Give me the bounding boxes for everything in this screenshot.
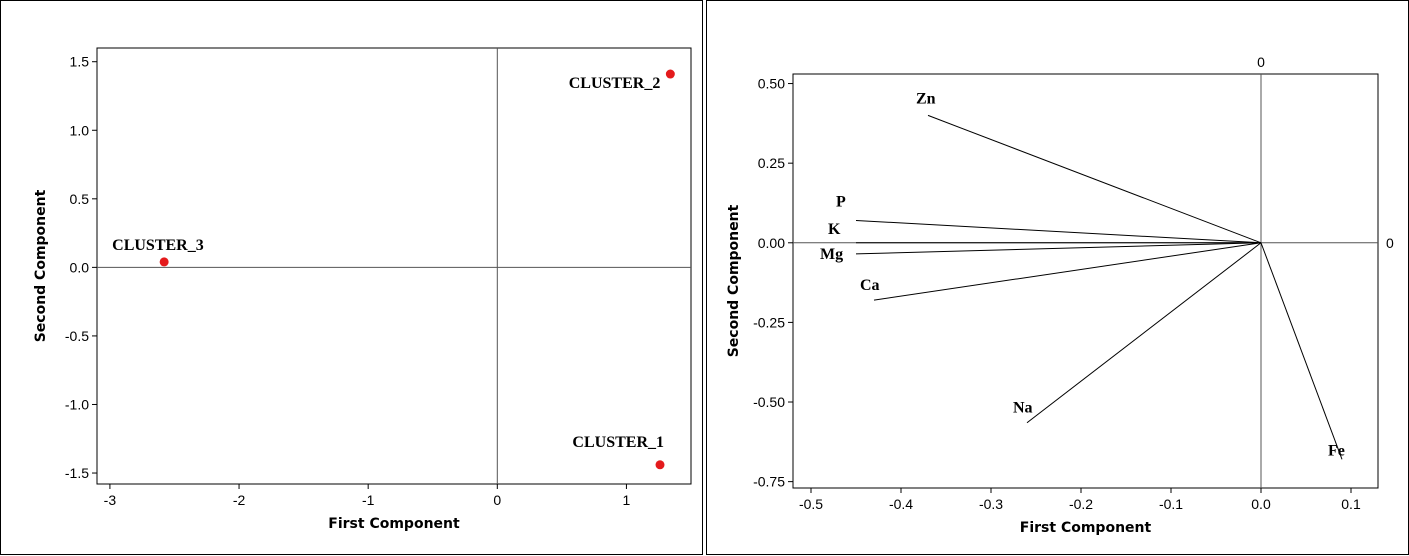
y-tick-label: 0.50	[758, 76, 785, 92]
data-point	[655, 460, 665, 470]
reference-label-horizontal: 0	[1386, 235, 1394, 251]
y-tick-label: 0.00	[758, 235, 785, 251]
x-axis-title: First Component	[328, 516, 460, 532]
data-point	[665, 69, 675, 79]
x-tick-label: 0.0	[1251, 496, 1271, 512]
loading-vector	[1026, 242, 1262, 424]
y-axis-title: Second Component	[33, 189, 49, 342]
loading-vector-label: Fe	[1328, 442, 1345, 459]
y-tick-label: 1.5	[70, 54, 90, 70]
y-tick-label: -0.25	[753, 314, 785, 330]
x-tick-label: 0	[493, 492, 501, 508]
loading-plot-panel: -0.5 -0.4 -0.3 -0.2 -0.1 0.0 0.1 -0.75 -0.50 -0.2…	[706, 0, 1409, 555]
loading-vector	[1260, 242, 1343, 460]
data-point-label: CLUSTER_3	[112, 237, 204, 254]
data-point-label: CLUSTER_2	[569, 75, 661, 92]
loading-vector	[927, 114, 1262, 244]
y-tick-label: -1.0	[65, 396, 89, 412]
loading-vector-label: Mg	[820, 246, 843, 263]
score-plot-panel: -3 -2 -1 0 1 -1.5 -1.0 -0.5 0.0 0.5 1.0 1.5 First Co…	[0, 0, 703, 555]
data-point	[159, 257, 169, 267]
x-tick-label: -0.1	[1159, 496, 1183, 512]
loading-vector	[855, 242, 1262, 255]
loading-vector-label: Na	[1013, 400, 1033, 417]
loading-vector-label: P	[836, 193, 846, 210]
y-tick-label: -0.5	[65, 328, 89, 344]
loading-vector-label: Ca	[860, 277, 880, 294]
data-point-label: CLUSTER_1	[572, 434, 664, 451]
y-tick-label: -1.5	[65, 465, 89, 481]
x-tick-label: 1	[623, 492, 631, 508]
x-axis-title: First Component	[1020, 520, 1152, 536]
x-tick-label: 0.1	[1341, 496, 1361, 512]
plot-frame	[792, 73, 1379, 489]
x-tick-label: -0.3	[979, 496, 1003, 512]
x-tick-label: -2	[233, 492, 246, 508]
loading-vector	[873, 242, 1262, 301]
y-axis-title: Second Component	[726, 204, 742, 357]
y-tick-label: 0.5	[70, 191, 90, 207]
x-tick-label: -1	[362, 492, 375, 508]
plot-frame	[96, 47, 692, 485]
x-tick-label: -0.2	[1069, 496, 1093, 512]
y-tick-label: 0.0	[70, 259, 90, 275]
y-tick-label: -0.75	[753, 474, 785, 490]
loading-vector	[855, 219, 1262, 244]
score-plot: -3 -2 -1 0 1 -1.5 -1.0 -0.5 0.0 0.5 1.0 1.5 First Co…	[33, 47, 692, 532]
loading-plot: -0.5 -0.4 -0.3 -0.2 -0.1 0.0 0.1 -0.75 -0.50 -0.2…	[726, 54, 1394, 536]
loading-vector-label: K	[828, 221, 841, 238]
x-tick-label: -0.5	[799, 496, 823, 512]
y-tick-label: 0.25	[758, 155, 785, 171]
reference-label-vertical: 0	[1257, 54, 1265, 70]
y-tick-label: 1.0	[70, 122, 90, 138]
x-tick-label: -0.4	[889, 496, 913, 512]
loading-vector-label: Zn	[916, 90, 936, 107]
x-tick-label: -3	[104, 492, 117, 508]
y-tick-label: -0.50	[753, 394, 785, 410]
